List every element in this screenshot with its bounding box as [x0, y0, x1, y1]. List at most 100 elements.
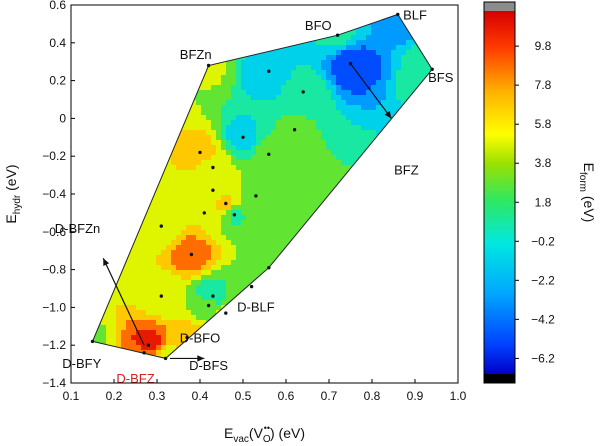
field-cell — [106, 205, 112, 211]
field-cell — [416, 320, 422, 326]
field-cell — [101, 195, 107, 201]
field-cell — [181, 175, 187, 181]
field-cell — [371, 170, 377, 176]
field-cell — [92, 135, 97, 141]
field-cell — [426, 25, 432, 31]
field-cell — [71, 240, 77, 246]
field-cell — [391, 215, 397, 221]
field-cell — [246, 25, 252, 31]
field-cell — [451, 200, 457, 206]
field-cell — [351, 14, 357, 16]
field-cell — [316, 280, 322, 286]
field-cell — [316, 155, 322, 161]
field-cell — [261, 260, 267, 266]
field-cell — [201, 165, 207, 171]
field-cell — [261, 265, 267, 271]
field-cell — [221, 215, 227, 221]
field-cell — [341, 315, 347, 321]
field-cell — [386, 295, 392, 301]
field-cell — [236, 110, 242, 116]
field-cell — [216, 70, 222, 76]
field-cell — [231, 180, 237, 186]
field-cell — [201, 265, 207, 271]
field-cell — [396, 125, 402, 131]
field-cell — [186, 205, 192, 211]
field-cell — [146, 60, 152, 66]
field-cell — [341, 60, 347, 66]
field-cell — [291, 85, 297, 91]
field-cell — [451, 180, 457, 186]
field-cell — [316, 90, 322, 96]
field-cell — [406, 120, 412, 126]
field-cell — [391, 255, 397, 261]
field-cell — [196, 215, 202, 221]
field-cell — [186, 145, 192, 151]
field-cell — [291, 250, 297, 256]
field-cell — [116, 150, 122, 156]
field-cell — [391, 15, 397, 21]
field-cell — [431, 320, 433, 326]
field-cell — [431, 235, 433, 241]
field-cell — [121, 235, 127, 241]
field-cell — [146, 240, 152, 246]
field-cell — [361, 185, 367, 191]
field-cell — [256, 315, 262, 321]
field-cell — [256, 135, 262, 141]
field-cell — [456, 120, 462, 126]
field-cell — [441, 185, 447, 191]
field-cell — [386, 130, 392, 136]
field-cell — [221, 165, 227, 171]
field-cell — [326, 260, 332, 266]
field-cell — [276, 80, 282, 86]
field-cell — [371, 130, 377, 136]
field-cell — [156, 295, 162, 301]
field-cell — [176, 15, 182, 21]
field-cell — [221, 220, 227, 226]
field-cell — [331, 90, 337, 96]
field-cell — [226, 180, 232, 186]
field-cell — [356, 145, 362, 151]
field-cell — [296, 180, 302, 186]
field-cell — [92, 14, 97, 16]
field-cell — [391, 85, 397, 91]
field-cell — [176, 300, 182, 306]
field-cell — [171, 280, 177, 286]
field-cell — [426, 225, 432, 231]
field-cell — [211, 275, 217, 281]
field-cell — [386, 225, 392, 231]
field-cell — [391, 130, 397, 136]
field-cell — [261, 155, 267, 161]
field-cell — [106, 140, 112, 146]
field-cell — [121, 170, 127, 176]
field-cell — [92, 60, 97, 66]
field-cell — [321, 130, 327, 136]
field-cell — [381, 195, 387, 201]
field-cell — [106, 305, 112, 311]
field-cell — [226, 295, 232, 301]
field-cell — [426, 55, 432, 61]
field-cell — [291, 215, 297, 221]
field-cell — [156, 305, 162, 311]
field-cell — [361, 170, 367, 176]
field-cell — [376, 130, 382, 136]
field-cell — [166, 260, 172, 266]
field-cell — [101, 15, 107, 21]
field-cell — [456, 145, 462, 151]
field-cell — [161, 305, 167, 311]
field-cell — [371, 200, 377, 206]
field-cell — [146, 40, 152, 46]
field-cell — [221, 30, 227, 36]
field-cell — [396, 45, 402, 51]
field-cell — [316, 195, 322, 201]
field-cell — [141, 70, 147, 76]
field-cell — [276, 15, 282, 21]
field-cell — [186, 320, 192, 326]
field-cell — [396, 70, 402, 76]
field-cell — [286, 90, 292, 96]
field-cell — [111, 200, 117, 206]
field-cell — [206, 255, 212, 261]
field-cell — [326, 165, 332, 171]
field-cell — [156, 100, 162, 106]
field-cell — [111, 195, 117, 201]
field-cell — [181, 315, 187, 321]
